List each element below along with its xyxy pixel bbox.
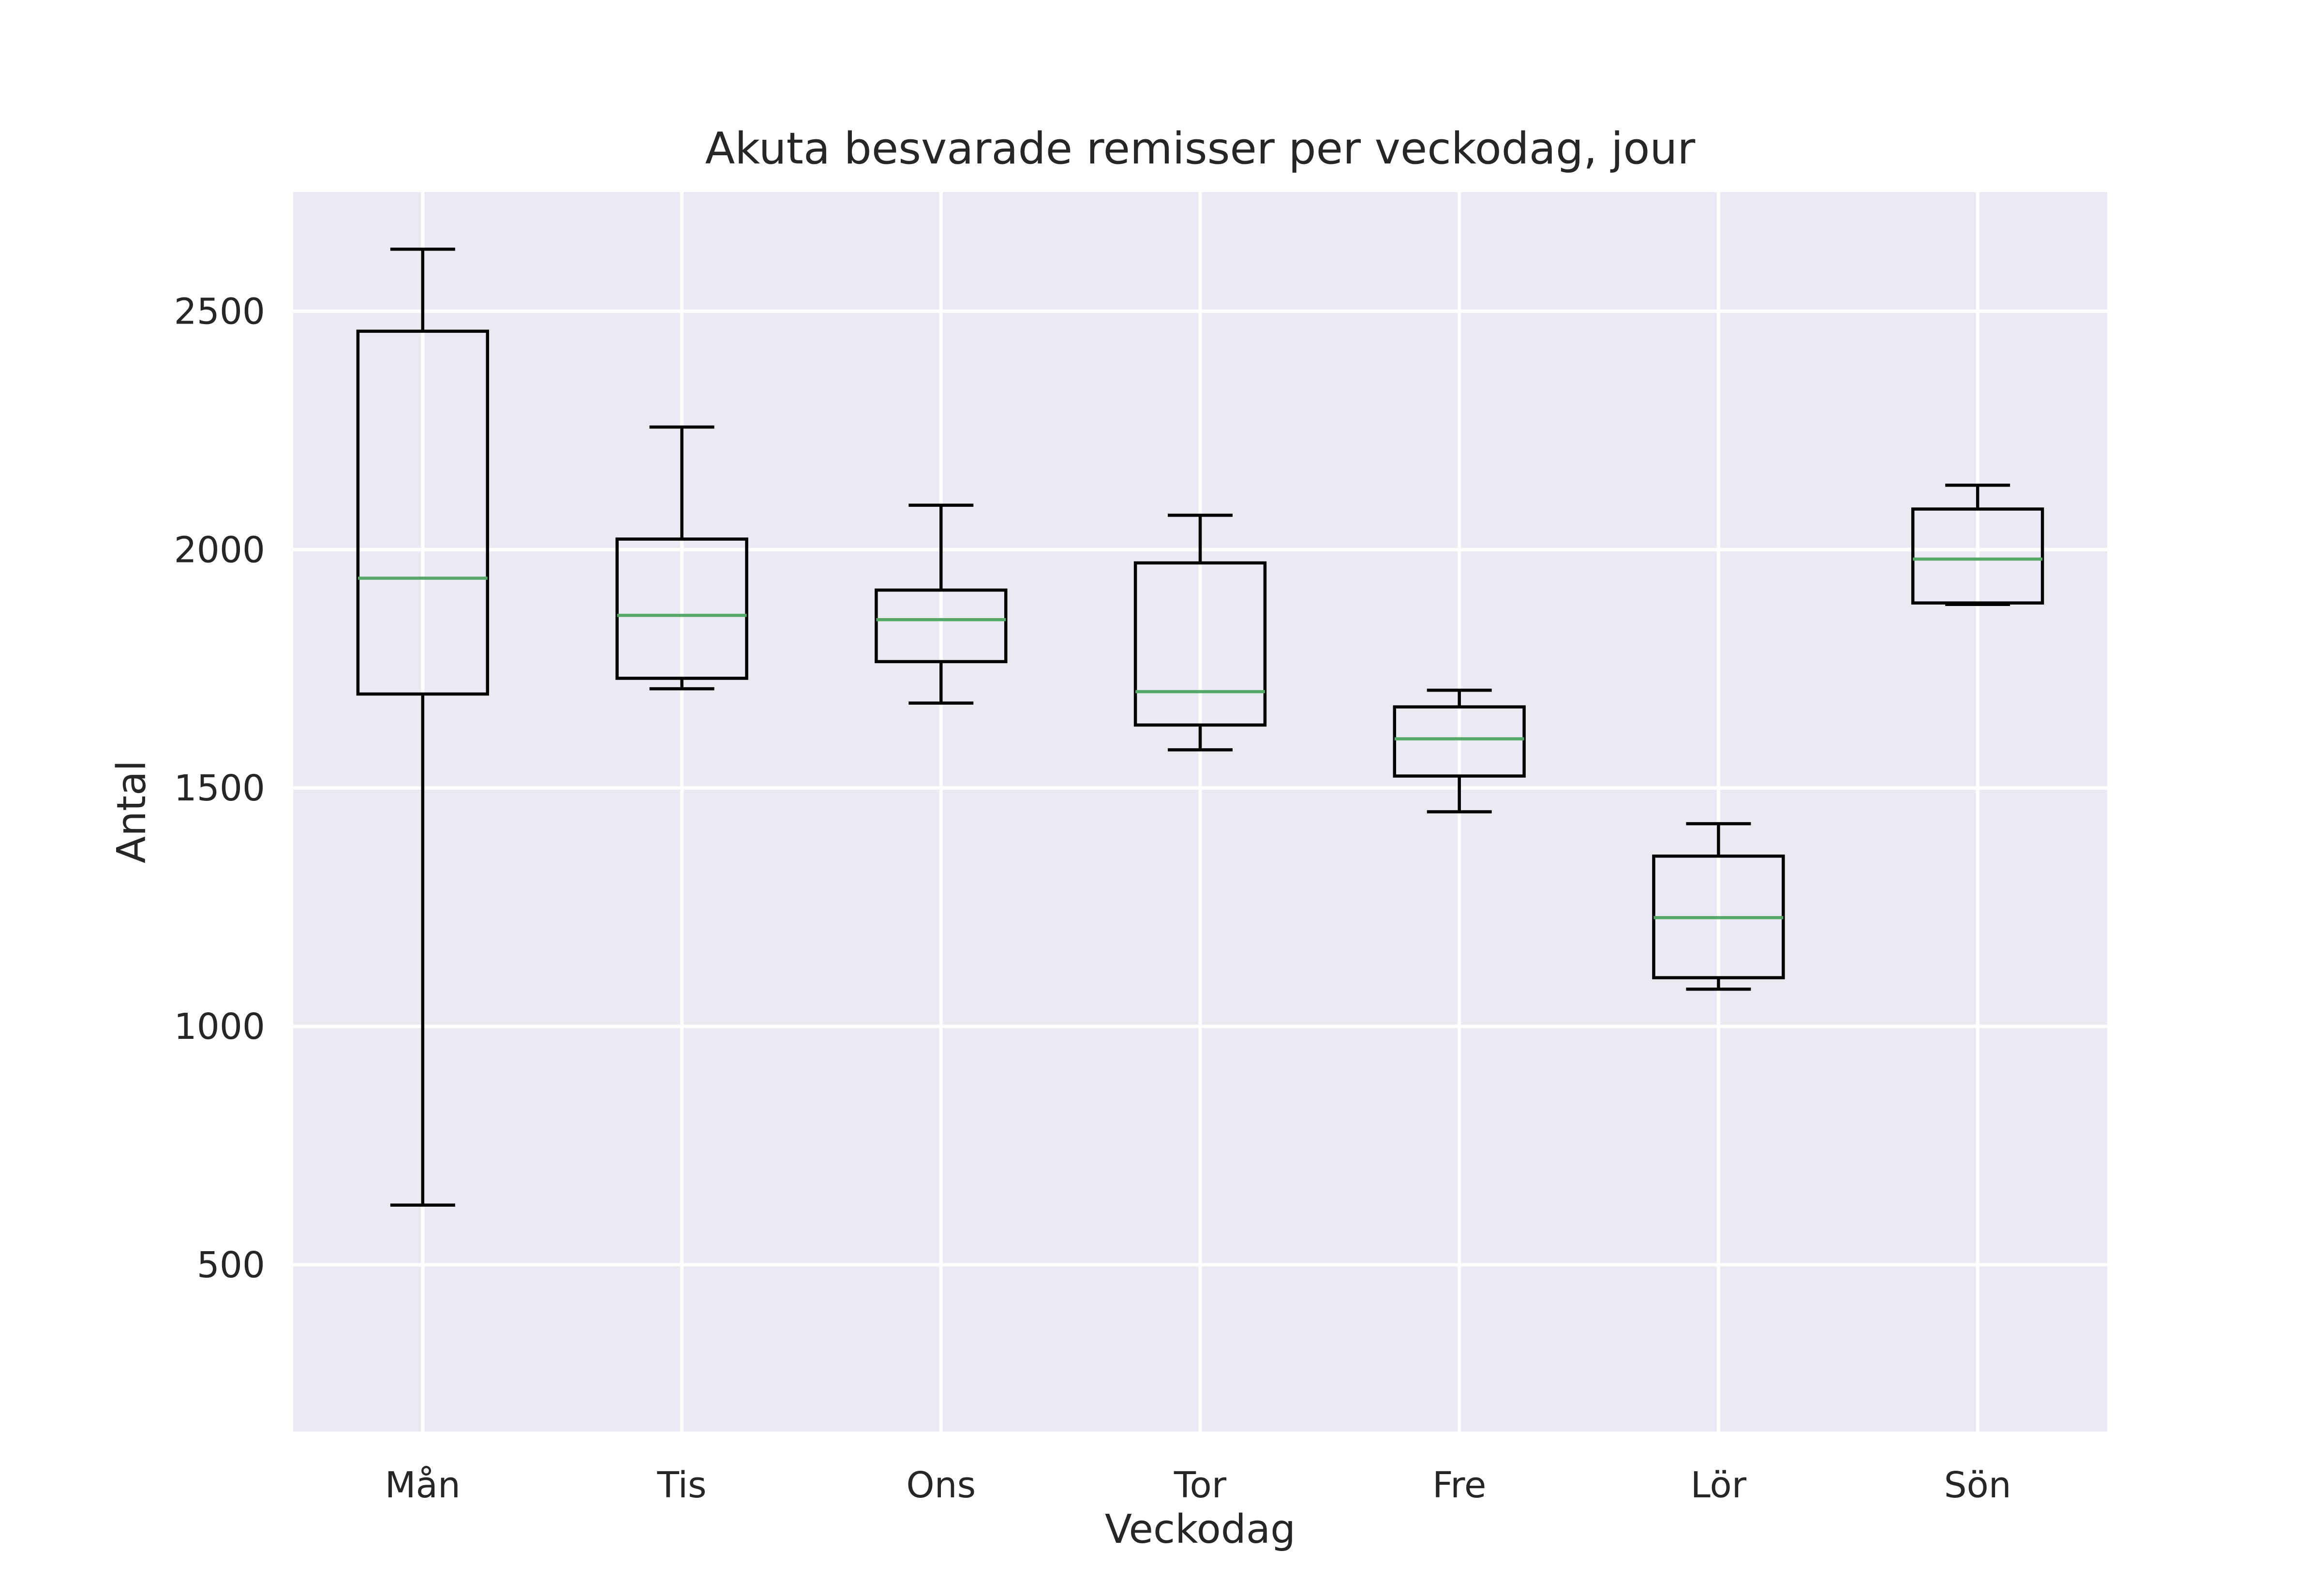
iqr-box xyxy=(1911,507,2044,605)
y-tick-labels: 500 1000 1500 2000 2500 xyxy=(174,291,265,1286)
box-Ons xyxy=(875,503,1008,705)
box-Tis xyxy=(615,425,748,691)
box-Sön xyxy=(1911,483,2044,606)
y-tick-label: 1000 xyxy=(174,1006,265,1048)
y-tick-label: 500 xyxy=(197,1244,265,1286)
x-tick-labels: Mån Tis Ons Tor Fre Lör Sön xyxy=(385,1464,2011,1506)
box-Fre xyxy=(1393,688,1526,813)
iqr-box xyxy=(615,537,748,680)
chart-title: Akuta besvarade remisser per veckodag, j… xyxy=(705,123,1696,174)
box-series xyxy=(356,248,2044,1207)
iqr-box xyxy=(875,588,1008,664)
x-tick-label: Mån xyxy=(385,1464,461,1506)
x-tick-label: Lör xyxy=(1691,1464,1747,1506)
box-Lör xyxy=(1652,822,1785,991)
y-tick-label: 1500 xyxy=(174,768,265,809)
x-tick-label: Sön xyxy=(1944,1464,2011,1506)
iqr-box xyxy=(1133,561,1267,727)
box-Tor xyxy=(1133,514,1267,752)
y-tick-label: 2000 xyxy=(174,529,265,571)
x-tick-label: Ons xyxy=(906,1464,976,1506)
x-tick-label: Tis xyxy=(657,1464,707,1506)
x-axis-label: Veckodag xyxy=(1105,1507,1295,1552)
box-Mån xyxy=(356,248,490,1207)
y-tick-label: 2500 xyxy=(174,291,265,332)
x-tick-label: Tor xyxy=(1174,1464,1227,1506)
y-axis-label: Antal xyxy=(109,760,155,863)
x-tick-label: Fre xyxy=(1432,1464,1487,1506)
iqr-box xyxy=(356,329,490,696)
iqr-box xyxy=(1393,705,1526,778)
